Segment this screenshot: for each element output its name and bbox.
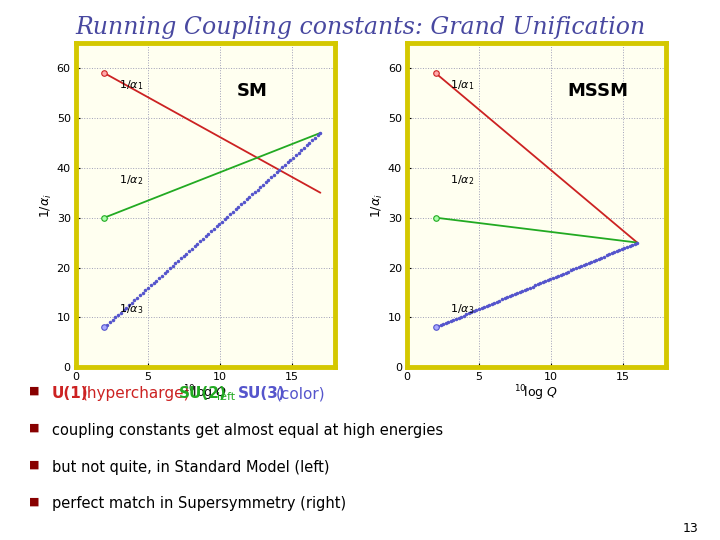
Text: $1/\alpha_1$: $1/\alpha_1$ (119, 78, 143, 92)
Text: ■: ■ (29, 386, 40, 396)
Text: $1/\alpha_3$: $1/\alpha_3$ (119, 302, 143, 316)
X-axis label: $^{10}\!\log\,Q$: $^{10}\!\log\,Q$ (514, 383, 559, 403)
Text: SM: SM (236, 82, 267, 100)
Text: ■: ■ (29, 460, 40, 470)
Text: $1/\alpha_3$: $1/\alpha_3$ (450, 302, 474, 316)
Text: SU(2): SU(2) (179, 386, 227, 401)
Text: but not quite, in Standard Model (left): but not quite, in Standard Model (left) (52, 460, 329, 475)
Text: Running Coupling constants: Grand Unification: Running Coupling constants: Grand Unific… (75, 16, 645, 39)
Text: coupling constants get almost equal at high energies: coupling constants get almost equal at h… (52, 423, 443, 438)
Text: SU(3): SU(3) (238, 386, 286, 401)
X-axis label: $^{10}\!\log\,Q$: $^{10}\!\log\,Q$ (183, 383, 228, 403)
Text: 13: 13 (683, 522, 698, 535)
Text: U(1): U(1) (52, 386, 89, 401)
Text: (color): (color) (276, 386, 325, 401)
Y-axis label: $1/\alpha_i$: $1/\alpha_i$ (370, 193, 385, 218)
Text: (hypercharge): (hypercharge) (82, 386, 191, 401)
Text: ■: ■ (29, 423, 40, 433)
Y-axis label: $1/\alpha_i$: $1/\alpha_i$ (39, 193, 54, 218)
Text: MSSM: MSSM (567, 82, 629, 100)
Text: $1/\alpha_2$: $1/\alpha_2$ (119, 173, 143, 186)
Text: left: left (217, 392, 235, 402)
Text: $1/\alpha_1$: $1/\alpha_1$ (450, 78, 474, 92)
Text: perfect match in Supersymmetry (right): perfect match in Supersymmetry (right) (52, 496, 346, 511)
Text: $1/\alpha_2$: $1/\alpha_2$ (450, 173, 474, 186)
Text: ■: ■ (29, 496, 40, 507)
